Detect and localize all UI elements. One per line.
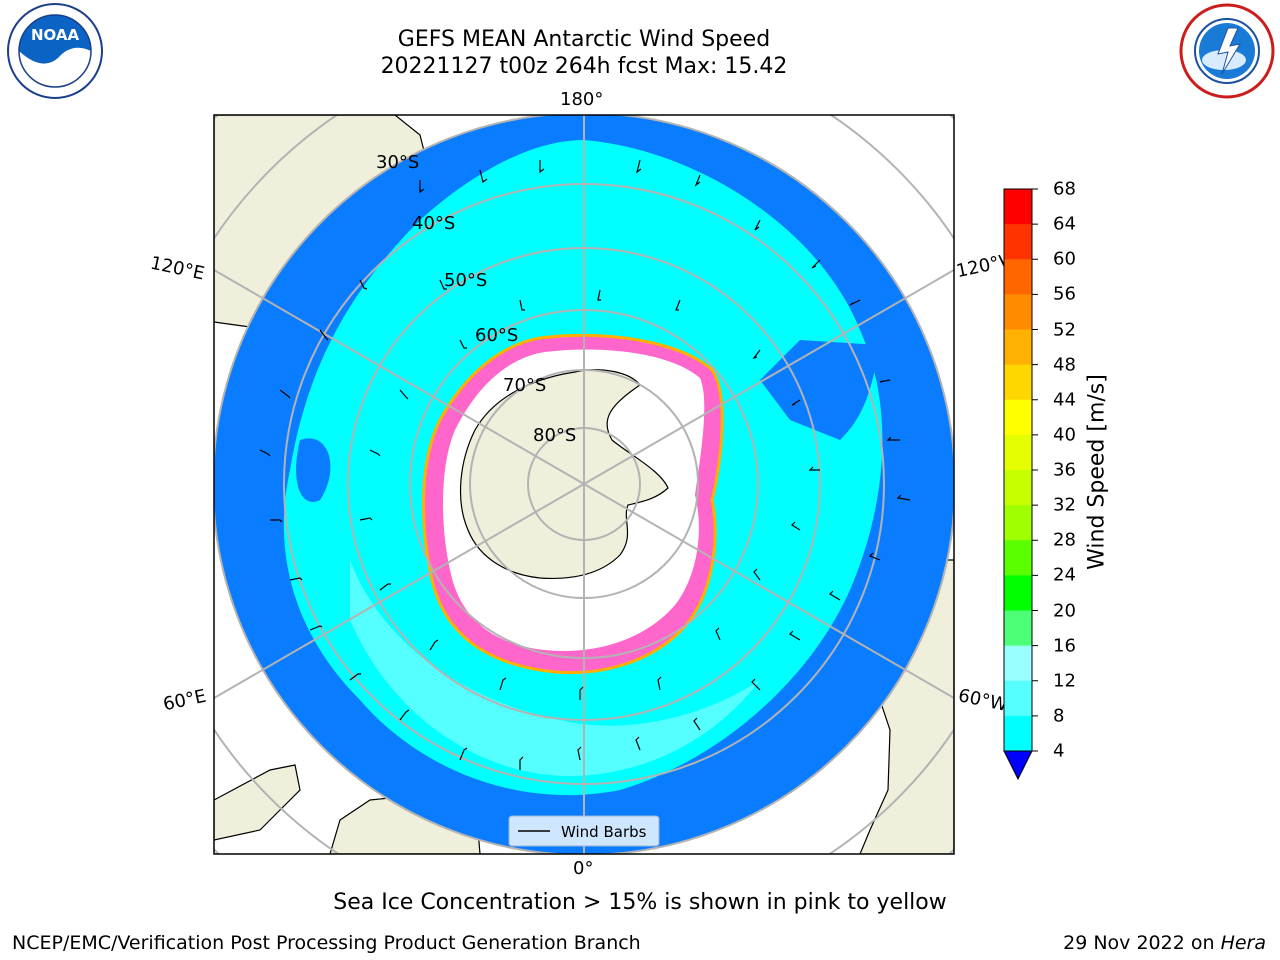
colorbar-tick-label: 60 <box>1053 248 1076 270</box>
colorbar-segment <box>1004 645 1032 682</box>
host-name: Hera <box>1220 932 1266 954</box>
colorbar-segment <box>1004 540 1032 576</box>
colorbar-tick-label: 36 <box>1053 459 1076 481</box>
colorbar-segment <box>1004 434 1032 471</box>
colorbar-tick-label: 68 <box>1053 178 1076 200</box>
svg-text:NOAA: NOAA <box>31 26 80 44</box>
date-value: 29 Nov 2022 on <box>1063 932 1221 954</box>
colorbar-tick-label: 48 <box>1053 354 1076 376</box>
nws-logo <box>1178 2 1276 100</box>
wind-barbs-legend: Wind Barbs <box>508 815 660 847</box>
svg-text:Wind Barbs: Wind Barbs <box>561 823 647 841</box>
chart-title: GEFS MEAN Antarctic Wind Speed <box>397 27 771 52</box>
colorbar-segment <box>1004 505 1032 541</box>
colorbar-segment <box>1004 259 1032 295</box>
colorbar-tick-label: 52 <box>1053 319 1076 340</box>
wind-barbs <box>259 159 911 770</box>
lat-label-40s: 40°S <box>412 213 456 234</box>
colorbar-segment <box>1004 364 1032 401</box>
colorbar <box>1003 188 1038 781</box>
colorbar-tick-label: 16 <box>1053 635 1076 657</box>
colorbar-tick-label: 40 <box>1053 424 1076 446</box>
colorbar-segment <box>1004 294 1032 330</box>
colorbar-segment <box>1004 329 1032 366</box>
longitude-gridlines <box>214 115 954 854</box>
date-text: 29 Nov 2022 on Hera <box>1063 932 1266 954</box>
colorbar-tick-label: 56 <box>1053 283 1076 305</box>
lat-label-60s: 60°S <box>475 325 519 346</box>
lon-label-0: 0° <box>573 858 594 879</box>
sea-ice-note: Sea Ice Concentration > 15% is shown in … <box>333 890 947 915</box>
colorbar-segment <box>1004 399 1032 436</box>
colorbar-tick-label: 44 <box>1053 389 1076 411</box>
colorbar-segment <box>1004 189 1032 225</box>
colorbar-tick-label: 12 <box>1053 670 1076 692</box>
lon-label-180: 180° <box>560 89 604 110</box>
colorbar-tick-label: 24 <box>1053 564 1076 586</box>
colorbar-segment <box>1004 224 1032 260</box>
colorbar-segment <box>1004 575 1032 611</box>
colorbar-tick-label: 20 <box>1053 600 1076 621</box>
colorbar-tick-label: 4 <box>1053 740 1065 762</box>
colorbar-tick-label: 64 <box>1053 213 1076 235</box>
colorbar-segment <box>1004 715 1032 752</box>
credit-text: NCEP/EMC/Verification Post Processing Pr… <box>12 932 641 954</box>
colorbar-label: Wind Speed [m/s] <box>1084 374 1110 570</box>
colorbar-segment <box>1004 680 1032 717</box>
colorbar-extend <box>1003 750 1033 781</box>
colorbar-tick-label: 8 <box>1053 705 1065 727</box>
lat-label-30s: 30°S <box>376 152 420 173</box>
lat-label-80s: 80°S <box>533 425 577 446</box>
lat-label-70s: 70°S <box>503 375 547 396</box>
colorbar-tick-label: 28 <box>1053 529 1076 551</box>
colorbar-segment <box>1004 470 1032 506</box>
lat-label-50s: 50°S <box>444 270 488 291</box>
noaa-logo: NOAA <box>6 2 104 100</box>
colorbar-segment <box>1004 610 1032 647</box>
colorbar-tick-label: 32 <box>1053 494 1076 516</box>
chart-subtitle: 20221127 t00z 264h fcst Max: 15.42 <box>380 54 788 79</box>
